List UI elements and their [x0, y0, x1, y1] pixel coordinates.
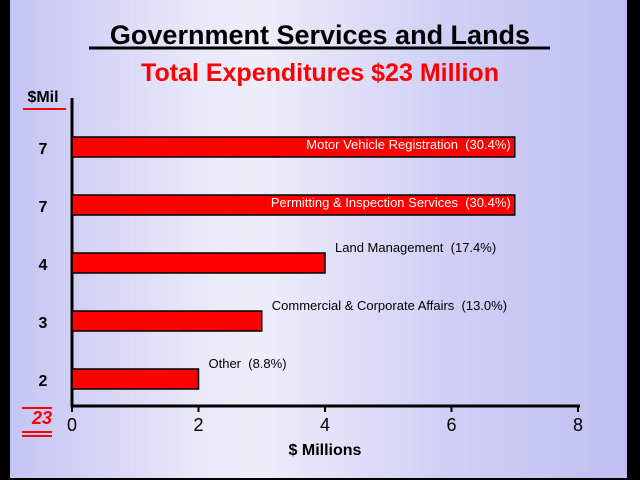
bar	[71, 310, 263, 332]
x-tick-label: 4	[320, 415, 330, 435]
bar	[71, 252, 326, 274]
chart-title: Government Services and Lands	[110, 20, 530, 50]
bar	[71, 368, 200, 390]
bar-category-label: Land Management (17.4%)	[335, 240, 496, 255]
x-tick-label: 6	[446, 415, 456, 435]
x-tick-label: 8	[573, 415, 583, 435]
bar-value-label: 7	[39, 141, 48, 158]
bar-category-label: Other (8.8%)	[209, 356, 287, 371]
bar-value-label: 2	[39, 373, 48, 390]
y-axis-label: $Mil	[27, 89, 58, 106]
bar-value-label: 3	[39, 315, 48, 332]
bar-category-label: Permitting & Inspection Services (30.4%)	[271, 195, 511, 210]
slide	[10, 0, 627, 478]
bar-value-label: 7	[39, 199, 48, 216]
bar-value-label: 4	[39, 257, 48, 274]
bar	[71, 136, 516, 158]
chart-subtitle: Total Expenditures $23 Million	[141, 59, 499, 87]
bar-category-label: Motor Vehicle Registration (30.4%)	[306, 137, 510, 152]
x-tick-label: 2	[193, 415, 203, 435]
total-label: 23	[31, 408, 52, 428]
bar-category-label: Commercial & Corporate Affairs (13.0%)	[272, 298, 507, 313]
x-axis-label: $ Millions	[289, 442, 362, 459]
x-tick-label: 0	[67, 415, 77, 435]
bar	[71, 194, 516, 216]
